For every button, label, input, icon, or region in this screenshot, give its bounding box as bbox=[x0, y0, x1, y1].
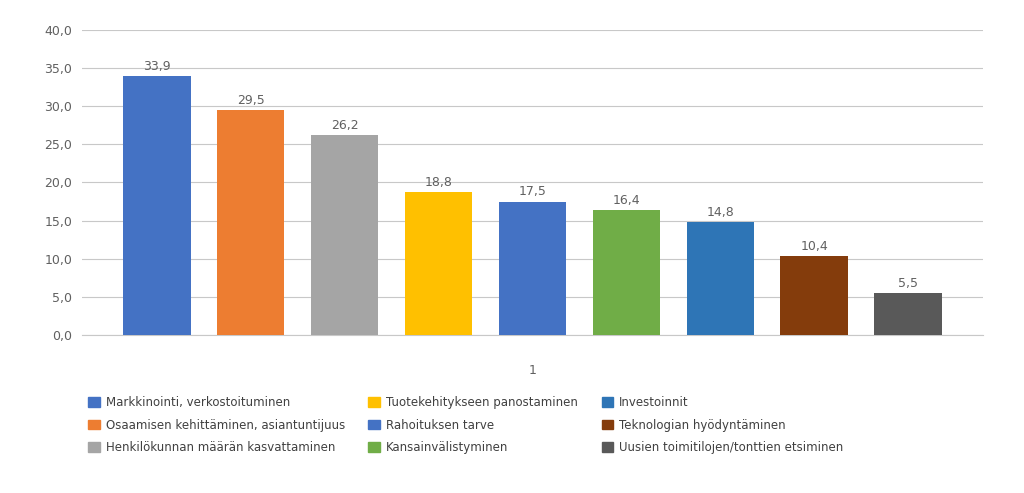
Bar bbox=[123, 76, 190, 335]
Bar bbox=[310, 135, 379, 335]
Text: 16,4: 16,4 bbox=[612, 194, 640, 207]
Text: 1: 1 bbox=[528, 364, 537, 377]
Text: 18,8: 18,8 bbox=[425, 176, 453, 188]
Text: 17,5: 17,5 bbox=[518, 185, 547, 199]
Bar bbox=[874, 293, 942, 335]
Text: 29,5: 29,5 bbox=[237, 94, 264, 107]
Bar bbox=[593, 210, 660, 335]
Bar bbox=[404, 192, 472, 335]
Text: 10,4: 10,4 bbox=[801, 240, 828, 253]
Text: 26,2: 26,2 bbox=[331, 119, 358, 132]
Text: 33,9: 33,9 bbox=[143, 60, 171, 73]
Bar bbox=[780, 256, 848, 335]
Bar bbox=[217, 110, 285, 335]
Legend: Markkinointi, verkostoituminen, Osaamisen kehittäminen, asiantuntijuus, Henkilök: Markkinointi, verkostoituminen, Osaamise… bbox=[88, 396, 844, 454]
Text: 14,8: 14,8 bbox=[707, 206, 734, 219]
Bar bbox=[499, 202, 566, 335]
Bar bbox=[686, 222, 755, 335]
Text: 5,5: 5,5 bbox=[898, 277, 919, 290]
